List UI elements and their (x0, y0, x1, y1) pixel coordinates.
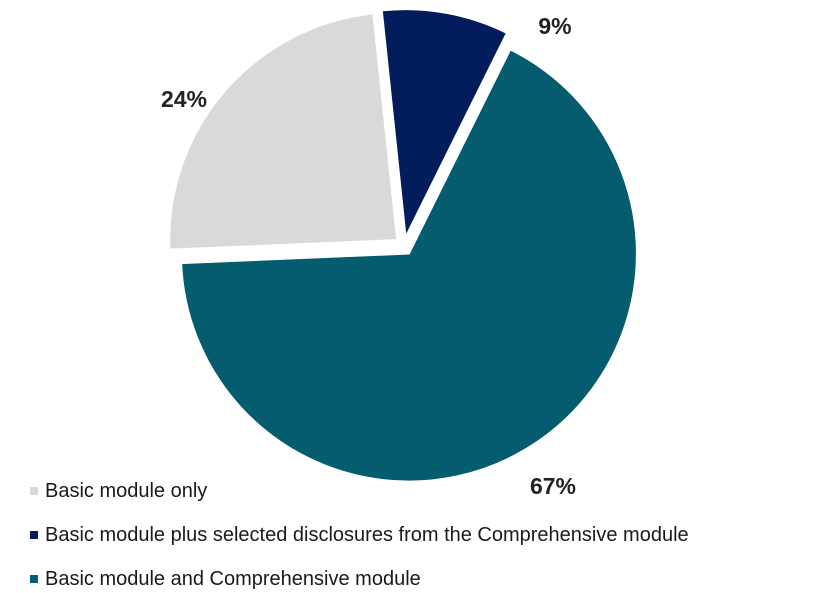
pie-slice-basic-plus-selected (380, 8, 509, 241)
pie-labels: 9% 67% 24% (161, 13, 576, 499)
pie-label-basic-and-comprehensive: 67% (530, 473, 576, 499)
pie-label-basic-only: 24% (161, 86, 207, 112)
pie-slice-basic-and-comprehensive (180, 47, 638, 483)
pie-label-basic-plus-selected: 9% (538, 13, 571, 39)
legend-item-basic-only: Basic module only (30, 480, 820, 502)
legend-item-basic-and-comprehensive: Basic module and Comprehensive module (30, 568, 820, 590)
legend-swatch-basic-plus-selected (30, 531, 38, 539)
legend-swatch-basic-only (30, 487, 38, 495)
pie-slices (168, 8, 638, 483)
legend-item-basic-plus-selected: Basic module plus selected disclosures f… (30, 524, 820, 546)
legend-label-basic-and-comprehensive: Basic module and Comprehensive module (45, 568, 421, 590)
chart-legend: Basic module only Basic module plus sele… (30, 480, 820, 593)
legend-label-basic-plus-selected: Basic module plus selected disclosures f… (45, 524, 689, 546)
legend-swatch-basic-and-comprehensive (30, 575, 38, 583)
legend-label-basic-only: Basic module only (45, 480, 208, 502)
pie-slice-basic-only (168, 12, 399, 251)
